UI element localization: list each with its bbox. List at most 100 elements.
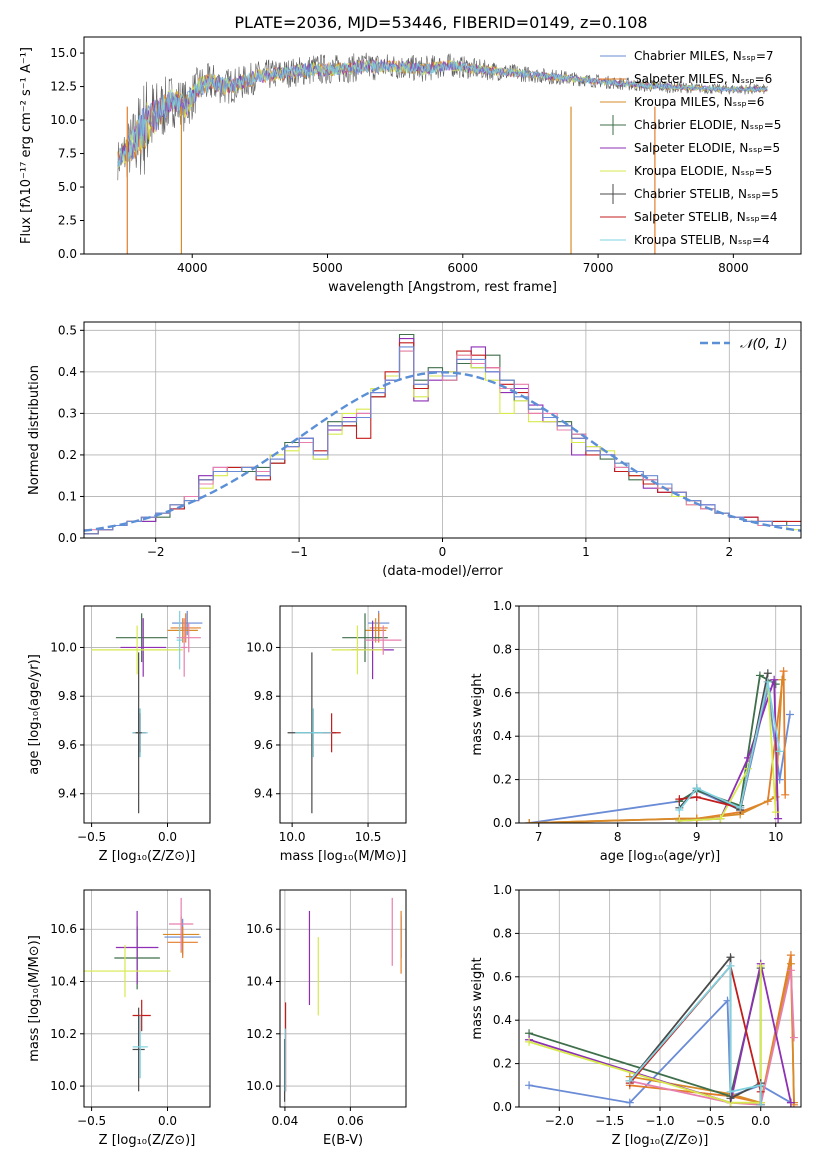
x-tick-label: 10.5: [355, 830, 382, 844]
y-axis-label: Normed distribution: [27, 365, 42, 495]
x-tick-label: 0.0: [751, 1114, 770, 1128]
x-tick-label: 0.0: [158, 1114, 177, 1128]
weight-marker: [525, 1037, 534, 1046]
panel-weight_vs_age: 7 8 9 10 0.0 0.2 0.4 0.6 0.8 1.0 age [log₁₀(age/yr…: [470, 599, 802, 864]
legend-label: Chabrier ELODIE, Nₛₛₚ=5: [634, 118, 781, 132]
weight-marker: [763, 677, 772, 686]
weight-marker: [675, 816, 684, 823]
x-tick-label: 6000: [448, 261, 479, 275]
y-tick-label: 0.2: [58, 448, 77, 462]
y-axis-label: mass weight: [470, 673, 485, 755]
y-tick-label: 10.0: [50, 640, 77, 654]
weight-marker: [755, 671, 764, 680]
weight-line: [528, 966, 762, 1104]
weight-marker: [692, 784, 701, 793]
panel-mass_vs_ebv: 0.04 0.06 10.0 10.2 10.4 10.6 E(B-V): [246, 889, 407, 1148]
y-tick-label: 1.0: [493, 883, 512, 897]
weight-marker: [786, 1098, 795, 1107]
x-axis-label: (data-model)/error: [382, 564, 503, 579]
x-tick-label: −1.5: [595, 1114, 624, 1128]
plot-content: [287, 610, 402, 814]
x-axis-label: age [log₁₀(age/yr)]: [600, 849, 721, 864]
y-tick-label: 10.2: [50, 1027, 77, 1041]
x-tick-label: 4000: [177, 261, 208, 275]
y-tick-label: 1.0: [493, 599, 512, 613]
legend-label: Chabrier STELIB, Nₛₛₚ=5: [634, 187, 779, 201]
y-tick-label: 10.0: [246, 640, 273, 654]
y-tick-label: 0.5: [58, 323, 77, 337]
y-tick-label: 0.6: [493, 686, 512, 700]
x-tick-label: −0.5: [77, 830, 106, 844]
weight-line: [528, 963, 792, 1104]
weight-marker: [525, 819, 534, 823]
x-axis-label: E(B-V): [323, 1133, 363, 1148]
y-tick-label: 0.0: [493, 816, 512, 830]
plot-frame: [83, 36, 802, 255]
y-tick-label: 10.4: [246, 975, 273, 989]
plot-frame: [83, 889, 211, 1108]
weight-marker: [726, 953, 735, 962]
weight-marker: [625, 1098, 634, 1107]
y-tick-label: 0.8: [493, 642, 512, 656]
y-tick-label: 12.5: [50, 80, 77, 94]
plot-area: [280, 606, 406, 823]
y-tick-label: 0.0: [58, 531, 77, 545]
y-tick-label: 0.3: [58, 406, 77, 420]
x-tick-label: 10.0: [279, 830, 306, 844]
weight-marker: [756, 1081, 765, 1090]
plot-frame: [83, 321, 802, 539]
weight-line: [528, 998, 792, 1104]
weight-marker: [789, 1033, 798, 1042]
plot-area: [84, 890, 210, 1107]
legend-label: Kroupa ELODIE, Nₛₛₚ=5: [634, 164, 772, 178]
y-tick-label: 9.4: [58, 787, 77, 801]
y-tick-label: 0.4: [493, 1013, 512, 1027]
x-tick-label: 0.0: [158, 830, 177, 844]
y-tick-label: 0.1: [58, 489, 77, 503]
weight-marker: [756, 961, 765, 970]
plot-frame: [279, 605, 407, 824]
y-tick-label: 10.6: [50, 922, 77, 936]
y-tick-label: 10.0: [246, 1079, 273, 1093]
x-tick-label: −1: [290, 545, 308, 559]
x-tick-label: 5000: [312, 261, 343, 275]
x-tick-label: −0.5: [696, 1114, 725, 1128]
x-axis-label: Z [log₁₀(Z/Z⊙)]: [99, 1133, 196, 1148]
y-tick-label: 10.2: [246, 1027, 273, 1041]
plot-frame: [83, 605, 211, 824]
weight-marker: [675, 805, 684, 814]
panel-mass_vs_z: −0.5 0.0 10.0 10.2 10.4 10.6 Z [log₁₀(Z/Z⊙)] ma…: [27, 889, 211, 1148]
x-tick-label: 0.06: [337, 1114, 364, 1128]
plot-content: [525, 951, 798, 1107]
weight-marker: [726, 1087, 735, 1096]
y-axis-label: age [log₁₀(age/yr)]: [27, 654, 42, 775]
y-tick-label: 0.2: [493, 773, 512, 787]
weight-marker: [736, 803, 745, 812]
y-tick-label: 0.0: [58, 247, 77, 261]
x-tick-label: 2: [725, 545, 733, 559]
panel-weight_vs_z: −2.0 −1.5 −1.0 −0.5 0.0 0.0 0.2 0.4 0.6 0.8 1.0 Z […: [470, 883, 802, 1148]
x-tick-label: −2: [147, 545, 165, 559]
y-axis-label: Flux [fλ10⁻¹⁷ erg cm⁻² s⁻¹ A⁻¹]: [19, 47, 34, 244]
x-tick-label: 7: [535, 830, 543, 844]
weight-marker: [786, 966, 795, 975]
weight-marker: [785, 710, 794, 719]
y-tick-label: 0.4: [493, 729, 512, 743]
y-tick-label: 0.6: [493, 970, 512, 984]
y-tick-label: 0.2: [493, 1057, 512, 1071]
weight-marker: [756, 1100, 765, 1107]
weight-marker: [779, 667, 788, 676]
y-tick-label: 15.0: [50, 46, 77, 60]
panel-age_vs_z: −0.5 0.0 9.4 9.6 9.8 10.0 Z [log₁₀(Z/Z⊙)] age […: [27, 605, 211, 864]
plot-content: [91, 610, 203, 814]
figure-title: PLATE=2036, MJD=53446, FIBERID=0149, z=0…: [234, 13, 647, 32]
plot-content: [283, 897, 402, 1102]
plot-content: [84, 333, 801, 535]
legend-label: Salpeter MILES, Nₛₛₚ=6: [634, 72, 772, 86]
plot-area: [84, 37, 801, 254]
x-tick-label: 10: [768, 830, 783, 844]
x-tick-label: 7000: [583, 261, 614, 275]
weight-marker: [774, 814, 783, 823]
panel-age_vs_mass: 10.0 10.5 9.4 9.6 10.0 9.8 mass [log₁₀(M/M⊙)]: [246, 605, 407, 864]
plot-content: [84, 897, 201, 1092]
